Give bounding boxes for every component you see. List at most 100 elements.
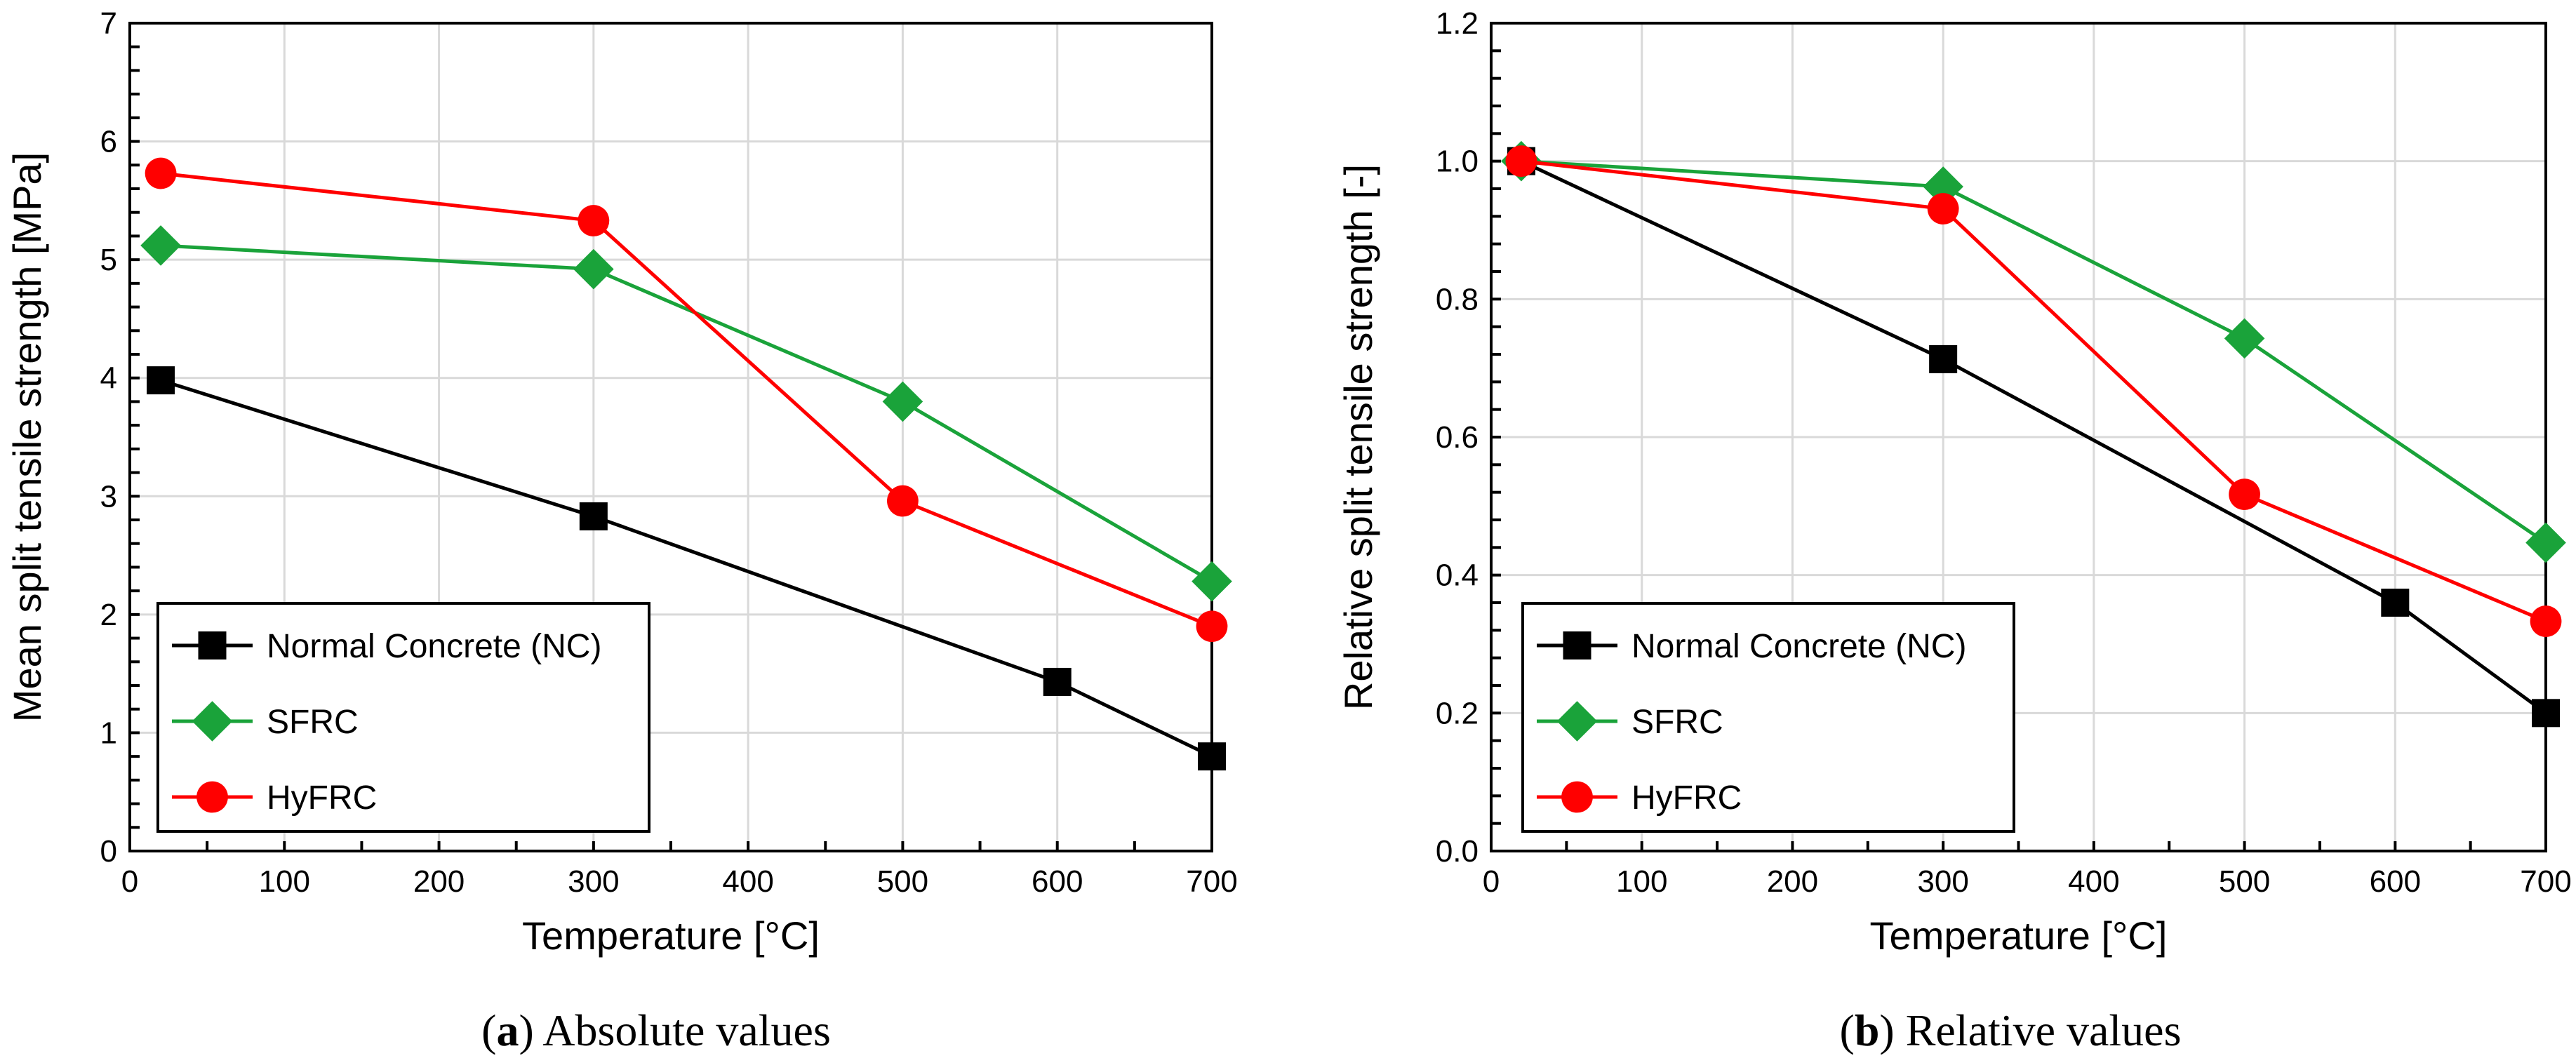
x-tick-label: 400: [2068, 864, 2119, 899]
legend-item: Normal Concrete (NC): [1537, 628, 1966, 665]
legend: Normal Concrete (NC) SFRC HyFRC: [1521, 602, 2015, 833]
x-tick-label: 700: [1186, 864, 1237, 899]
legend-marker: [1563, 631, 1591, 659]
series-normal-concrete-nc: [147, 366, 1226, 771]
legend-label: SFRC: [1631, 704, 1723, 741]
y-tick-label: 6: [100, 125, 117, 159]
x-tick-label: 700: [2520, 864, 2571, 899]
caption-paren-open: (: [481, 1005, 496, 1055]
data-point: [1923, 166, 1963, 207]
data-point: [1192, 561, 1232, 602]
data-point: [573, 248, 614, 290]
panel-a: 0 100 200 300 400 500 600 700 0 1 2 3 4 5 6 7 Temperatur…: [5, 6, 1238, 1055]
data-point: [2229, 478, 2260, 511]
panel-caption: (a) Absolute values: [481, 1005, 831, 1055]
series-line: [1521, 159, 2547, 623]
series-group: [1501, 140, 2566, 728]
series-line: [160, 171, 1213, 629]
y-tick-label: 0.8: [1436, 282, 1479, 316]
y-tick-label: 1.2: [1436, 6, 1479, 41]
data-point: [1043, 667, 1072, 696]
y-axis-title: Mean split tensile strength [MPa]: [5, 152, 49, 722]
data-point: [140, 225, 181, 266]
series-hyfrc: [145, 157, 1228, 643]
data-point: [2532, 699, 2560, 728]
series-sfrc: [1501, 140, 2566, 563]
data-point: [2381, 589, 2410, 617]
caption-label: b: [1855, 1005, 1880, 1055]
legend-box: [1521, 602, 2015, 833]
legend-box: [156, 602, 650, 833]
series-line: [160, 378, 1213, 758]
legend-item: HyFRC: [1537, 779, 1742, 817]
axis-ticks: [1490, 22, 2547, 852]
data-point: [1927, 193, 1959, 225]
panel-b: 0 100 200 300 400 500 600 700 0.0 0.2 0.4 0.6 0.8 1.0…: [1336, 6, 2572, 1055]
y-axis-title: Relative split tensile strength [-]: [1336, 164, 1380, 710]
legend-marker: [196, 781, 228, 813]
legend-marker: [1556, 701, 1598, 742]
x-tick-label: 200: [1767, 864, 1818, 899]
x-tick-label: 200: [413, 864, 465, 899]
caption-paren-close: ): [1879, 1005, 1905, 1055]
caption-paren-open: (: [1840, 1005, 1855, 1055]
x-tick-label: 400: [722, 864, 773, 899]
x-tick-label: 300: [1917, 864, 1968, 899]
x-axis-title: Temperature [°C]: [1870, 913, 2168, 958]
data-point: [145, 157, 177, 189]
y-tick-label: 0.2: [1436, 696, 1479, 730]
caption-paren-close: ): [519, 1005, 542, 1055]
data-point: [1929, 344, 1958, 373]
data-point: [147, 366, 175, 395]
x-tick-label: 0: [121, 864, 138, 899]
legend-item: SFRC: [1537, 701, 1723, 742]
x-tick-label: 600: [2370, 864, 2421, 899]
data-point: [882, 381, 923, 422]
y-tick-label: 2: [100, 598, 117, 632]
y-tick-label: 5: [100, 243, 117, 277]
caption-text: Absolute values: [542, 1005, 831, 1055]
y-tick-label: 3: [100, 479, 117, 514]
y-tick-label: 0.0: [1436, 834, 1479, 869]
y-tick-label: 4: [100, 361, 117, 396]
y-tick-label: 0: [100, 834, 117, 869]
legend-item: Normal Concrete (NC): [172, 628, 601, 665]
legend: Normal Concrete (NC) SFRC HyFRC: [156, 602, 650, 833]
x-tick-label: 0: [1483, 864, 1500, 899]
data-point: [578, 205, 610, 236]
panel-caption: (b) Relative values: [1840, 1005, 2182, 1055]
data-point: [1196, 610, 1228, 643]
caption-text: Relative values: [1906, 1005, 2182, 1055]
data-point: [1505, 145, 1537, 178]
legend-label: Normal Concrete (NC): [267, 628, 601, 665]
series-line: [160, 243, 1213, 583]
series-line: [1521, 159, 2547, 544]
legend-label: HyFRC: [1631, 779, 1742, 817]
data-point: [1198, 742, 1226, 771]
series-line: [1520, 159, 2547, 715]
x-tick-label: 600: [1032, 864, 1083, 899]
y-tick-label: 1: [100, 716, 117, 750]
data-point: [887, 485, 919, 517]
legend-item: HyFRC: [172, 779, 377, 817]
series-sfrc: [140, 225, 1232, 602]
legend-marker: [198, 631, 227, 659]
data-point: [579, 502, 608, 530]
y-tick-label: 1.0: [1436, 145, 1479, 179]
data-point: [2530, 605, 2562, 637]
x-tick-label: 300: [568, 864, 619, 899]
axis-ticks: [128, 22, 1213, 852]
data-point: [2224, 318, 2265, 359]
x-tick-label: 100: [259, 864, 310, 899]
x-tick-label: 500: [2219, 864, 2270, 899]
caption-label: a: [496, 1005, 519, 1055]
y-tick-label: 7: [100, 6, 117, 41]
legend-label: HyFRC: [267, 779, 377, 817]
x-tick-label: 500: [877, 864, 928, 899]
data-point: [2525, 522, 2566, 563]
legend-item: SFRC: [172, 701, 359, 742]
series-group: [140, 157, 1232, 771]
x-axis-title: Temperature [°C]: [522, 913, 820, 958]
y-tick-label: 0.4: [1436, 558, 1479, 593]
